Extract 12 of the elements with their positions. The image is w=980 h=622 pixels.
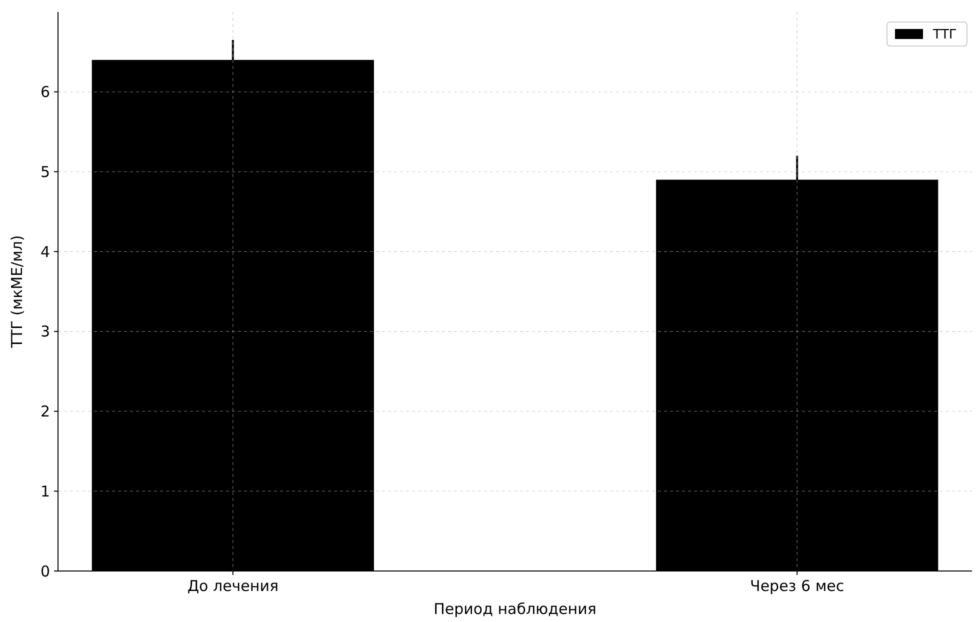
y-tick-label: 4 [40,242,50,261]
y-tick-label: 0 [40,562,50,580]
y-tick-label: 1 [40,482,50,500]
legend-label: ТТГ [932,28,957,43]
x-tick-label: До лечения [187,577,278,595]
y-tick-label: 2 [40,402,50,421]
y-tick-label: 6 [40,83,50,102]
x-axis-title: Период наблюдения [434,600,596,618]
y-tick-label: 3 [40,322,50,341]
y-tick-label: 5 [40,162,50,181]
x-tick-label: Через 6 мес [750,577,844,595]
y-axis-title: ТТГ (мкМЕ/мл) [8,235,26,349]
